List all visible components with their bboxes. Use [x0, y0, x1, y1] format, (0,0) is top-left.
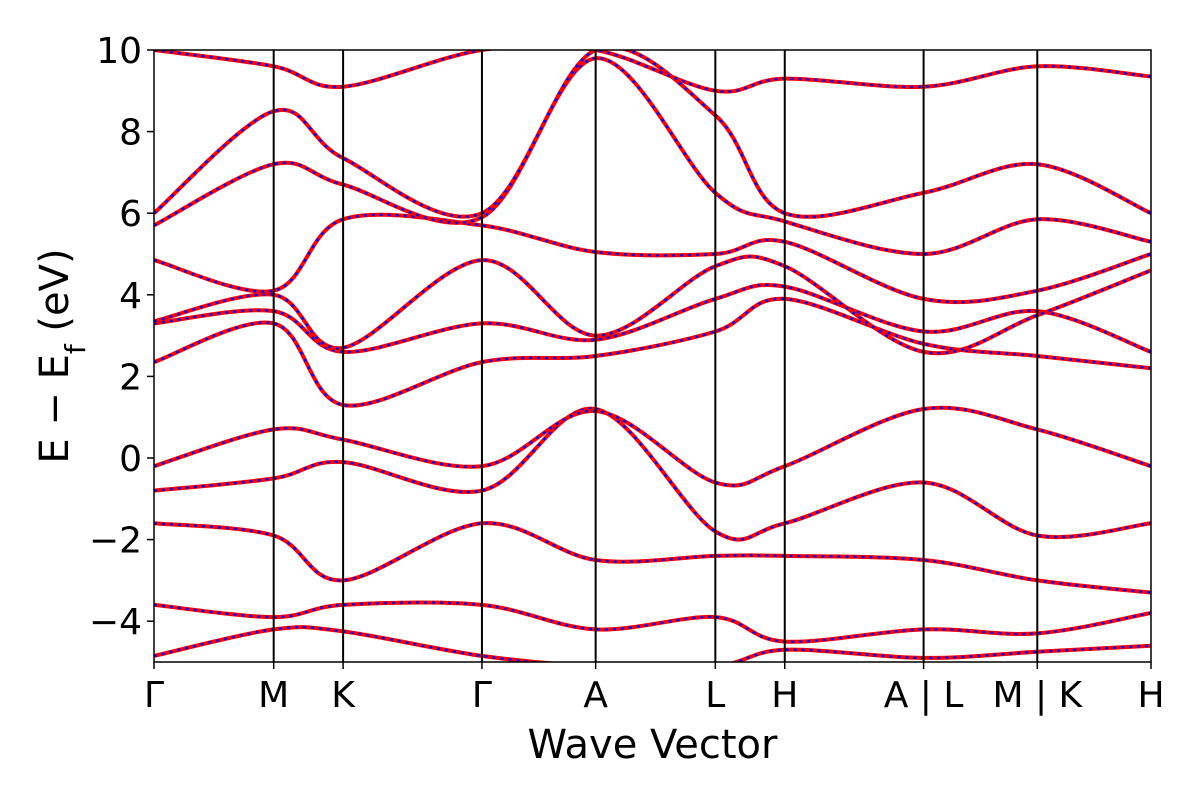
x-tick-label-6: H: [771, 675, 798, 716]
x-tick-label-3: Γ: [472, 675, 492, 716]
x-tick-label-2: K: [331, 675, 356, 716]
x-tick-label-5: L: [705, 675, 725, 716]
x-axis-title: Wave Vector: [528, 722, 779, 768]
high-symmetry-lines: [272, 50, 1039, 662]
band-line-blue-7: [154, 255, 1151, 355]
band-line-blue-9: [154, 56, 1151, 256]
x-tick-label-8: M | K: [992, 675, 1083, 716]
y-axis-title: E − Ef (eV): [32, 248, 92, 463]
y-axis-title-main: E − E: [32, 354, 78, 464]
y-tick-label-7: 10: [96, 31, 142, 72]
y-tick-label-0: −4: [89, 602, 142, 643]
x-tick-label-7: A | L: [884, 675, 964, 716]
y-tick-label-3: 2: [119, 357, 142, 398]
band-line-red-7: [154, 254, 1151, 356]
y-tick-label-4: 4: [119, 276, 142, 317]
band-line-blue-2: [154, 521, 1151, 594]
band-line-red-1: [154, 600, 1151, 644]
band-line-blue-6: [154, 283, 1151, 354]
y-tick-label-2: 0: [119, 439, 142, 480]
x-tick-label-1: M: [258, 675, 289, 716]
band-line-red-8: [154, 212, 1151, 305]
x-axis-ticks: Γ M K Γ A L H A | L M | K H: [144, 662, 1165, 716]
x-tick-label-9: H: [1137, 675, 1164, 716]
band-line-blue-3: [154, 407, 1151, 541]
band-line-red-0: [154, 625, 1151, 662]
y-tick-label-5: 6: [119, 194, 142, 235]
x-tick-label-0: Γ: [144, 675, 164, 716]
bands-layer: [154, 50, 1151, 662]
y-axis-ticks: −4 −2 0 2 4 6 8 10: [89, 31, 154, 643]
band-line-blue-1: [154, 601, 1151, 644]
plot-frame: [153, 49, 1152, 663]
y-axis-title-unit: (eV): [32, 248, 78, 344]
band-line-blue-4: [154, 406, 1151, 487]
band-line-blue-10: [154, 50, 1151, 218]
band-line-red-4: [154, 405, 1151, 488]
band-line-blue-5: [154, 297, 1151, 407]
x-tick-label-4: A: [583, 675, 608, 716]
y-axis-title-subscript: f: [59, 343, 92, 354]
band-line-red-2: [154, 521, 1151, 595]
y-tick-label-1: −2: [89, 521, 142, 562]
band-line-red-9: [154, 56, 1151, 257]
band-line-blue-11: [154, 50, 1151, 93]
y-tick-label-6: 8: [119, 113, 142, 154]
